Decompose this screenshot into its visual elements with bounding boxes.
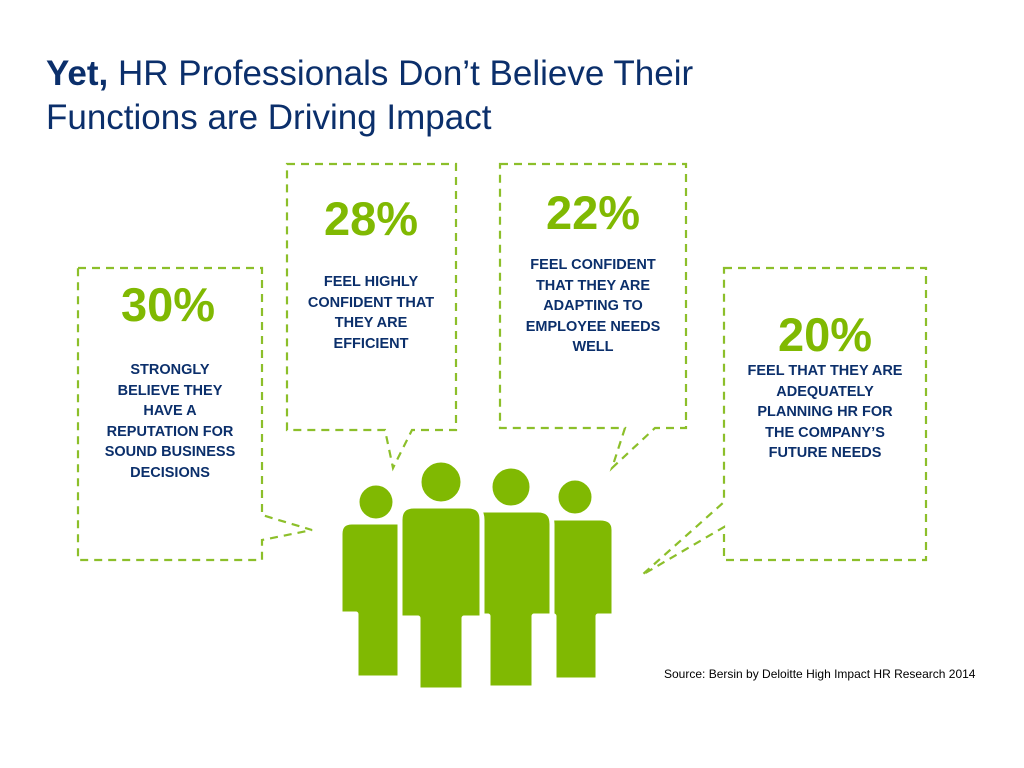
stat-desc-3: FEEL CONFIDENT THAT THEY ARE ADAPTING TO… xyxy=(503,255,683,358)
stat-desc-4-line: THE COMPANY’S xyxy=(765,424,885,441)
title-line1: HR Professionals Don’t Believe Their xyxy=(108,54,694,93)
stat-desc-1-line: SOUND BUSINESS xyxy=(104,444,236,460)
stat-desc-2-line: CONFIDENT THAT xyxy=(307,294,435,311)
stat-desc-4-line: PLANNING HR FOR xyxy=(757,404,893,420)
person-icon xyxy=(467,463,555,691)
title-emphasis: Yet, xyxy=(46,54,109,93)
stat-value-2: 28% xyxy=(323,192,419,245)
speech-bubble-icon-3 xyxy=(498,162,688,472)
stat-desc-4-line: ADEQUATELY xyxy=(776,383,874,400)
slide-title: Yet, HR Professionals Don’t Believe Thei… xyxy=(46,52,946,140)
person-icon xyxy=(535,475,617,683)
speech-bubble-icon-2 xyxy=(285,162,458,472)
stat-desc-3-line: WELL xyxy=(572,339,614,355)
title-line2: Functions are Driving Impact xyxy=(46,98,492,137)
person-icon xyxy=(397,457,485,693)
stat-desc-1: STRONGLY BELIEVE THEY HAVE A REPUTATION … xyxy=(84,360,256,483)
stat-desc-4-line: FEEL THAT THEY ARE xyxy=(747,363,903,379)
stat-desc-2: FEEL HIGHLY CONFIDENT THAT THEY ARE EFFI… xyxy=(290,272,452,354)
stat-desc-1-line: DECISIONS xyxy=(130,464,210,481)
speech-bubble-icon-4 xyxy=(641,266,928,576)
stat-value-4: 20% xyxy=(777,308,873,361)
source-citation: Source: Bersin by Deloitte High Impact H… xyxy=(664,667,976,681)
stat-desc-3-line: EMPLOYEE NEEDS xyxy=(525,318,661,335)
stat-desc-2-line: FEEL HIGHLY xyxy=(323,274,419,290)
stat-desc-3-line: ADAPTING TO xyxy=(543,298,643,314)
stat-desc-1-line: BELIEVE THEY xyxy=(117,382,223,399)
stat-desc-1-line: REPUTATION FOR xyxy=(106,423,234,440)
speech-bubble-icon-1 xyxy=(76,266,313,562)
stat-desc-3-line: THAT THEY ARE xyxy=(535,277,651,294)
stat-desc-1-line: STRONGLY xyxy=(130,362,210,378)
stat-desc-1-line: HAVE A xyxy=(143,403,197,419)
stat-value-1: 30% xyxy=(120,278,216,331)
stat-desc-4: FEEL THAT THEY ARE ADEQUATELY PLANNING H… xyxy=(728,361,922,464)
stat-desc-2-line: EFFICIENT xyxy=(333,335,409,352)
stat-desc-3-line: FEEL CONFIDENT xyxy=(530,257,656,273)
stat-desc-2-line: THEY ARE xyxy=(334,315,408,331)
stat-desc-4-line: FUTURE NEEDS xyxy=(768,445,882,461)
stat-value-3: 22% xyxy=(545,186,641,239)
person-icon xyxy=(337,480,417,681)
